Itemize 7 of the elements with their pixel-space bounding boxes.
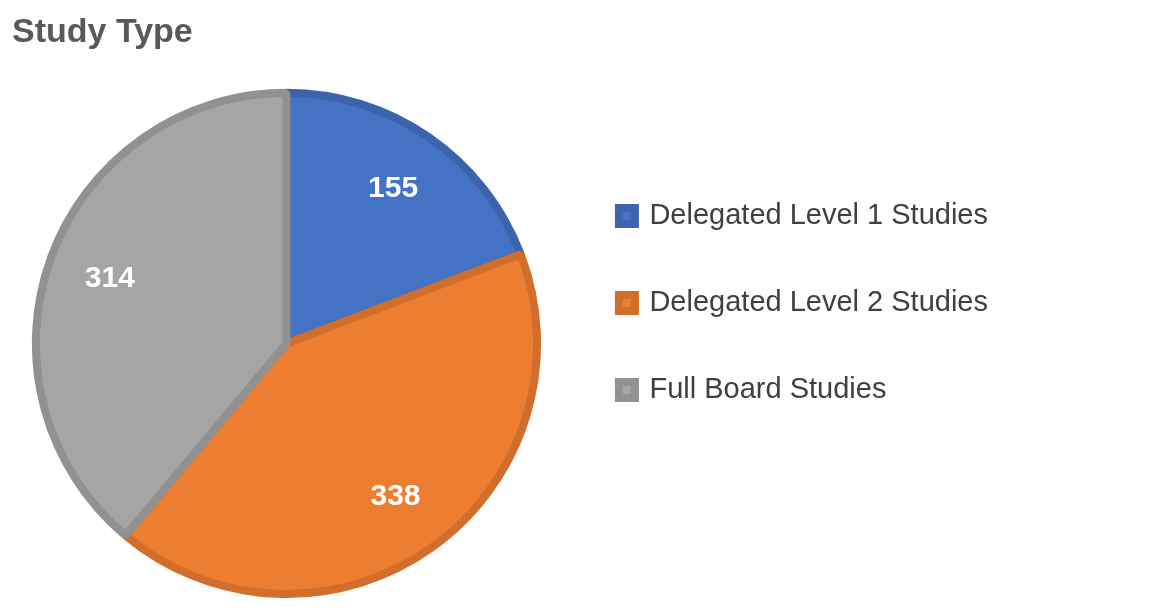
- legend-label: Full Board Studies: [649, 372, 887, 404]
- chart-title: Study Type: [12, 10, 193, 49]
- data-label: 314: [84, 260, 136, 294]
- legend-label: Delegated Level 1 Studies: [649, 198, 989, 230]
- legend-label: Delegated Level 2 Studies: [649, 285, 989, 317]
- data-label: 338: [370, 477, 421, 511]
- data-label: 155: [368, 169, 419, 203]
